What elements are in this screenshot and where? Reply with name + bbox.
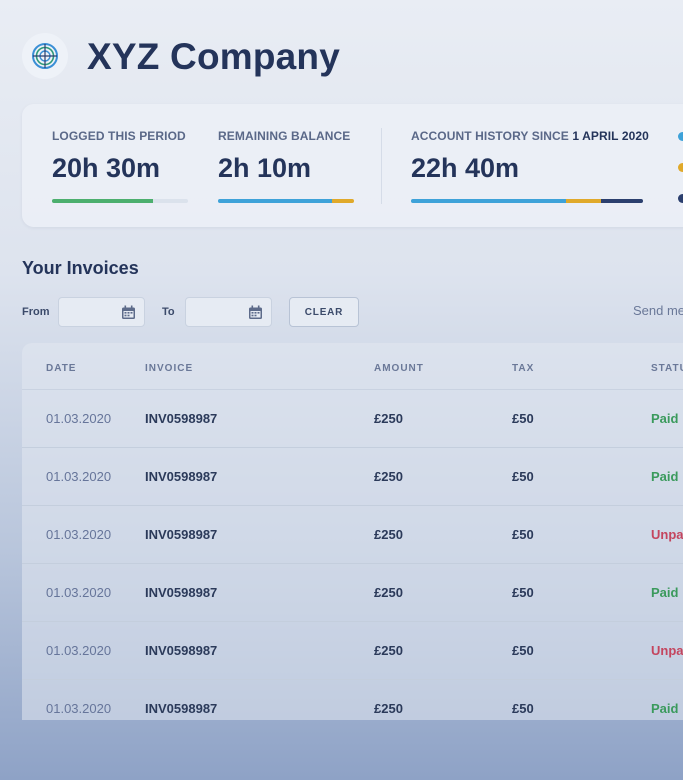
invoices-title: Your Invoices	[22, 258, 139, 278]
table-row[interactable]: 01.03.2020 INV0598987 £250 £50 Unpaid	[22, 506, 683, 564]
calendar-icon[interactable]	[121, 305, 136, 320]
column-tax[interactable]: TAX	[512, 363, 535, 374]
invoice-status: Paid	[651, 469, 679, 484]
stat-remaining: REMAINING BALANCE 2h 10m	[218, 129, 350, 184]
invoice-amount: £250	[374, 585, 403, 600]
invoice-tax: £50	[512, 469, 534, 484]
invoice-number[interactable]: INV0598987	[145, 469, 218, 484]
history-segment	[601, 199, 643, 203]
legend-dot-blue	[678, 132, 683, 141]
history-label-prefix: ACCOUNT HISTORY SINCE	[411, 129, 573, 143]
stat-logged-value: 20h 30m	[52, 153, 161, 183]
stat-history-value: 22h 40m	[411, 153, 520, 183]
to-label: To	[162, 306, 175, 318]
invoice-tax: £50	[512, 411, 534, 426]
table-row[interactable]: 01.03.2020 INV0598987 £250 £50 Paid	[22, 448, 683, 506]
remaining-segment	[332, 199, 354, 203]
invoice-tax: £50	[512, 585, 534, 600]
time-stats-card: LOGGED THIS PERIOD 20h 30m REMAINING BAL…	[22, 104, 683, 227]
invoice-amount: £250	[374, 643, 403, 658]
invoice-date: 01.03.2020	[46, 527, 112, 542]
stat-logged-label: LOGGED THIS PERIOD	[52, 129, 186, 143]
invoice-amount: £250	[374, 469, 403, 484]
invoice-amount: £250	[374, 701, 403, 716]
history-segment	[411, 199, 567, 203]
table-row[interactable]: 01.03.2020 INV0598987 £250 £50 Paid	[22, 564, 683, 622]
invoice-status: Paid	[651, 585, 679, 600]
table-row[interactable]: 01.03.2020 INV0598987 £250 £50 Paid	[22, 680, 683, 720]
legend-dot-yellow	[678, 163, 683, 172]
column-status[interactable]: STATUS	[651, 363, 683, 374]
company-name: XYZ Company	[87, 36, 341, 77]
clear-button[interactable]: CLEAR	[289, 297, 359, 327]
invoice-date: 01.03.2020	[46, 585, 112, 600]
invoice-status: Paid	[651, 411, 679, 426]
history-progress-bar	[411, 199, 643, 203]
invoice-number[interactable]: INV0598987	[145, 585, 218, 600]
invoice-status: Unpaid	[651, 527, 683, 542]
stat-remaining-label: REMAINING BALANCE	[218, 129, 351, 143]
invoices-table: DATE INVOICE AMOUNT TAX STATUS 01.03.202…	[22, 343, 683, 720]
table-row[interactable]: 01.03.2020 INV0598987 £250 £50 Paid	[22, 390, 683, 448]
remaining-progress-bar	[218, 199, 354, 203]
invoice-tax: £50	[512, 701, 534, 716]
from-label: From	[22, 306, 50, 318]
company-logo	[22, 33, 68, 79]
invoice-amount: £250	[374, 411, 403, 426]
invoice-status: Unpaid	[651, 643, 683, 658]
stat-history: ACCOUNT HISTORY SINCE 1 APRIL 2020 22h 4…	[411, 129, 649, 184]
stat-history-label: ACCOUNT HISTORY SINCE 1 APRIL 2020	[411, 129, 649, 143]
remaining-segment	[218, 199, 333, 203]
history-label-date: 1 APRIL 2020	[572, 129, 649, 143]
invoice-date: 01.03.2020	[46, 411, 112, 426]
to-date-input[interactable]	[185, 297, 272, 327]
stats-divider	[381, 128, 382, 204]
invoice-tax: £50	[512, 643, 534, 658]
logged-progress-bar	[52, 199, 188, 203]
calendar-icon[interactable]	[248, 305, 263, 320]
table-header: DATE INVOICE AMOUNT TAX STATUS	[22, 343, 683, 390]
column-date[interactable]: DATE	[46, 363, 77, 374]
invoice-number[interactable]: INV0598987	[145, 701, 218, 716]
column-amount[interactable]: AMOUNT	[374, 363, 424, 374]
logged-progress-fill	[52, 199, 153, 203]
invoice-status: Paid	[651, 701, 679, 716]
invoice-date: 01.03.2020	[46, 643, 112, 658]
history-segment	[566, 199, 602, 203]
invoice-amount: £250	[374, 527, 403, 542]
invoice-number[interactable]: INV0598987	[145, 643, 218, 658]
column-invoice[interactable]: INVOICE	[145, 363, 194, 374]
table-row[interactable]: 01.03.2020 INV0598987 £250 £50 Unpaid	[22, 622, 683, 680]
globe-fingerprint-icon	[32, 43, 58, 69]
from-date-input[interactable]	[58, 297, 145, 327]
legend-dot-navy	[678, 194, 683, 203]
invoice-date: 01.03.2020	[46, 469, 112, 484]
invoice-number[interactable]: INV0598987	[145, 411, 218, 426]
invoice-date: 01.03.2020	[46, 701, 112, 716]
invoice-number[interactable]: INV0598987	[145, 527, 218, 542]
stat-logged: LOGGED THIS PERIOD 20h 30m	[52, 129, 186, 184]
stat-remaining-value: 2h 10m	[218, 153, 312, 183]
send-me-link[interactable]: Send me	[633, 303, 683, 318]
invoice-tax: £50	[512, 527, 534, 542]
